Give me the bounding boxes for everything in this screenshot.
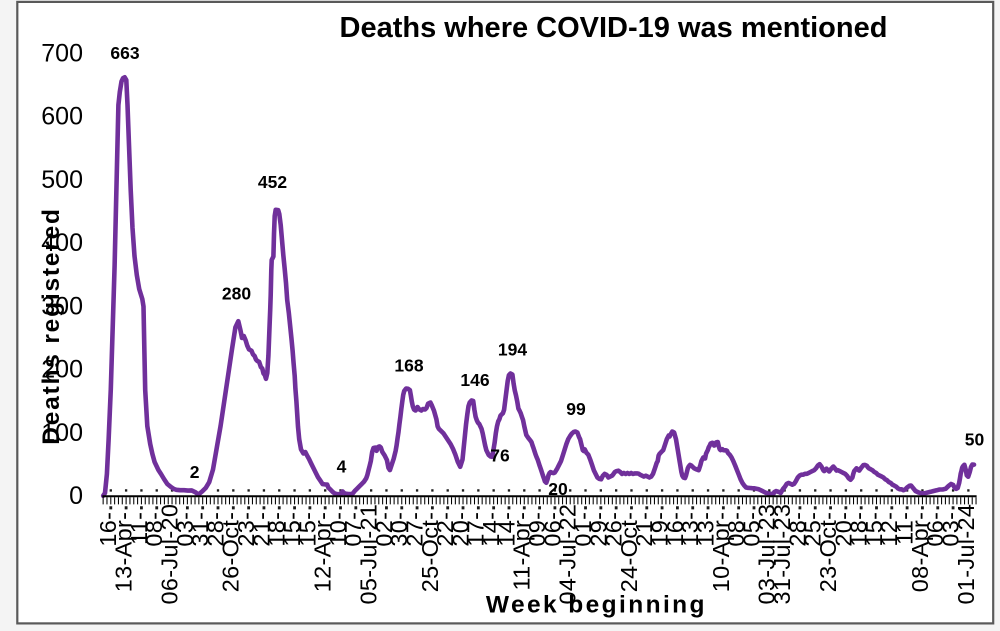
svg-text:99: 99 [566,399,586,419]
svg-text:14-: 14- [478,512,504,547]
svg-text:10-Apr-: 10-Apr- [708,512,734,592]
svg-text:16-: 16- [95,512,121,547]
svg-text:280: 280 [222,284,251,304]
svg-text:24-Oct-: 24-Oct- [616,512,642,592]
svg-text:06-: 06- [922,512,948,547]
svg-text:01-: 01- [570,512,596,547]
svg-text:03-: 03- [937,512,963,547]
svg-text:21-: 21- [248,512,274,547]
svg-text:21-: 21- [631,512,657,547]
svg-text:4: 4 [337,457,347,477]
svg-text:06-: 06- [539,512,565,547]
svg-text:31-Jul-23: 31-Jul-23 [769,504,795,605]
svg-text:03-Jul-23: 03-Jul-23 [754,504,780,605]
svg-text:10-: 10- [325,512,351,547]
svg-text:15-: 15- [861,512,887,547]
svg-text:50: 50 [965,430,985,450]
svg-text:13-: 13- [692,512,718,547]
svg-text:16-: 16- [662,512,688,547]
svg-text:18-: 18- [846,512,872,547]
svg-text:26-: 26- [601,512,627,547]
svg-text:0: 0 [69,482,83,510]
svg-text:168: 168 [394,356,423,376]
svg-text:27-: 27- [401,512,427,547]
svg-text:20-: 20- [830,512,856,547]
svg-text:2: 2 [190,462,200,482]
svg-text:13-Apr-: 13-Apr- [111,512,137,592]
svg-text:11-: 11- [892,512,918,545]
svg-text:15-: 15- [294,512,320,547]
svg-text:76: 76 [490,446,510,466]
svg-text:23-: 23- [233,512,259,547]
svg-text:26-Oct-: 26-Oct- [218,512,244,592]
svg-text:01-Jul-24: 01-Jul-24 [953,504,979,605]
svg-text:25-Oct-: 25-Oct- [417,512,443,592]
svg-text:500: 500 [41,166,83,194]
svg-text:28-: 28- [784,512,810,547]
svg-text:12-: 12- [876,512,902,547]
svg-text:30-: 30- [386,512,412,547]
svg-text:02-: 02- [371,512,397,547]
svg-text:18-: 18- [264,512,290,547]
svg-text:05-: 05- [738,512,764,547]
svg-text:300: 300 [41,292,83,320]
svg-text:20-: 20- [447,512,473,547]
svg-text:29-: 29- [585,512,611,547]
svg-text:28-: 28- [202,512,228,547]
svg-text:07-: 07- [340,512,366,547]
svg-text:Week beginning: Week beginning [486,592,707,619]
svg-text:452: 452 [258,172,287,192]
svg-text:Deaths where COVID-19 was ment: Deaths where COVID-19 was mentioned [340,12,888,44]
svg-text:Deaths registered: Deaths registered [38,207,65,445]
svg-text:06-Jul-20: 06-Jul-20 [156,504,182,605]
svg-text:19-: 19- [647,512,673,547]
svg-text:600: 600 [41,103,83,131]
svg-text:194: 194 [498,340,527,360]
svg-text:200: 200 [41,356,83,384]
svg-text:20: 20 [548,479,568,499]
svg-text:03-: 03- [172,512,198,547]
svg-text:09-: 09- [524,512,550,547]
svg-text:31-: 31- [187,512,213,547]
svg-text:08-: 08- [723,512,749,547]
svg-text:05-Jul-21: 05-Jul-21 [356,504,382,605]
svg-text:11-: 11- [126,512,152,545]
svg-text:12-Apr-: 12-Apr- [310,512,336,592]
svg-text:25-: 25- [800,512,826,547]
svg-text:663: 663 [110,43,139,63]
svg-text:14-: 14- [493,512,519,547]
svg-text:700: 700 [41,39,83,67]
svg-text:23-Oct-: 23-Oct- [815,512,841,592]
svg-text:15-: 15- [279,512,305,547]
svg-text:100: 100 [41,419,83,447]
svg-text:146: 146 [460,370,489,390]
svg-text:17-: 17- [463,512,489,547]
svg-text:08-: 08- [141,512,167,547]
svg-text:04-Jul-22: 04-Jul-22 [555,504,581,605]
svg-text:13-: 13- [677,512,703,547]
svg-text:11-Apr-: 11-Apr- [509,512,535,591]
svg-text:400: 400 [41,229,83,257]
svg-text:22-: 22- [432,512,458,547]
svg-text:08-Apr-: 08-Apr- [907,512,933,592]
